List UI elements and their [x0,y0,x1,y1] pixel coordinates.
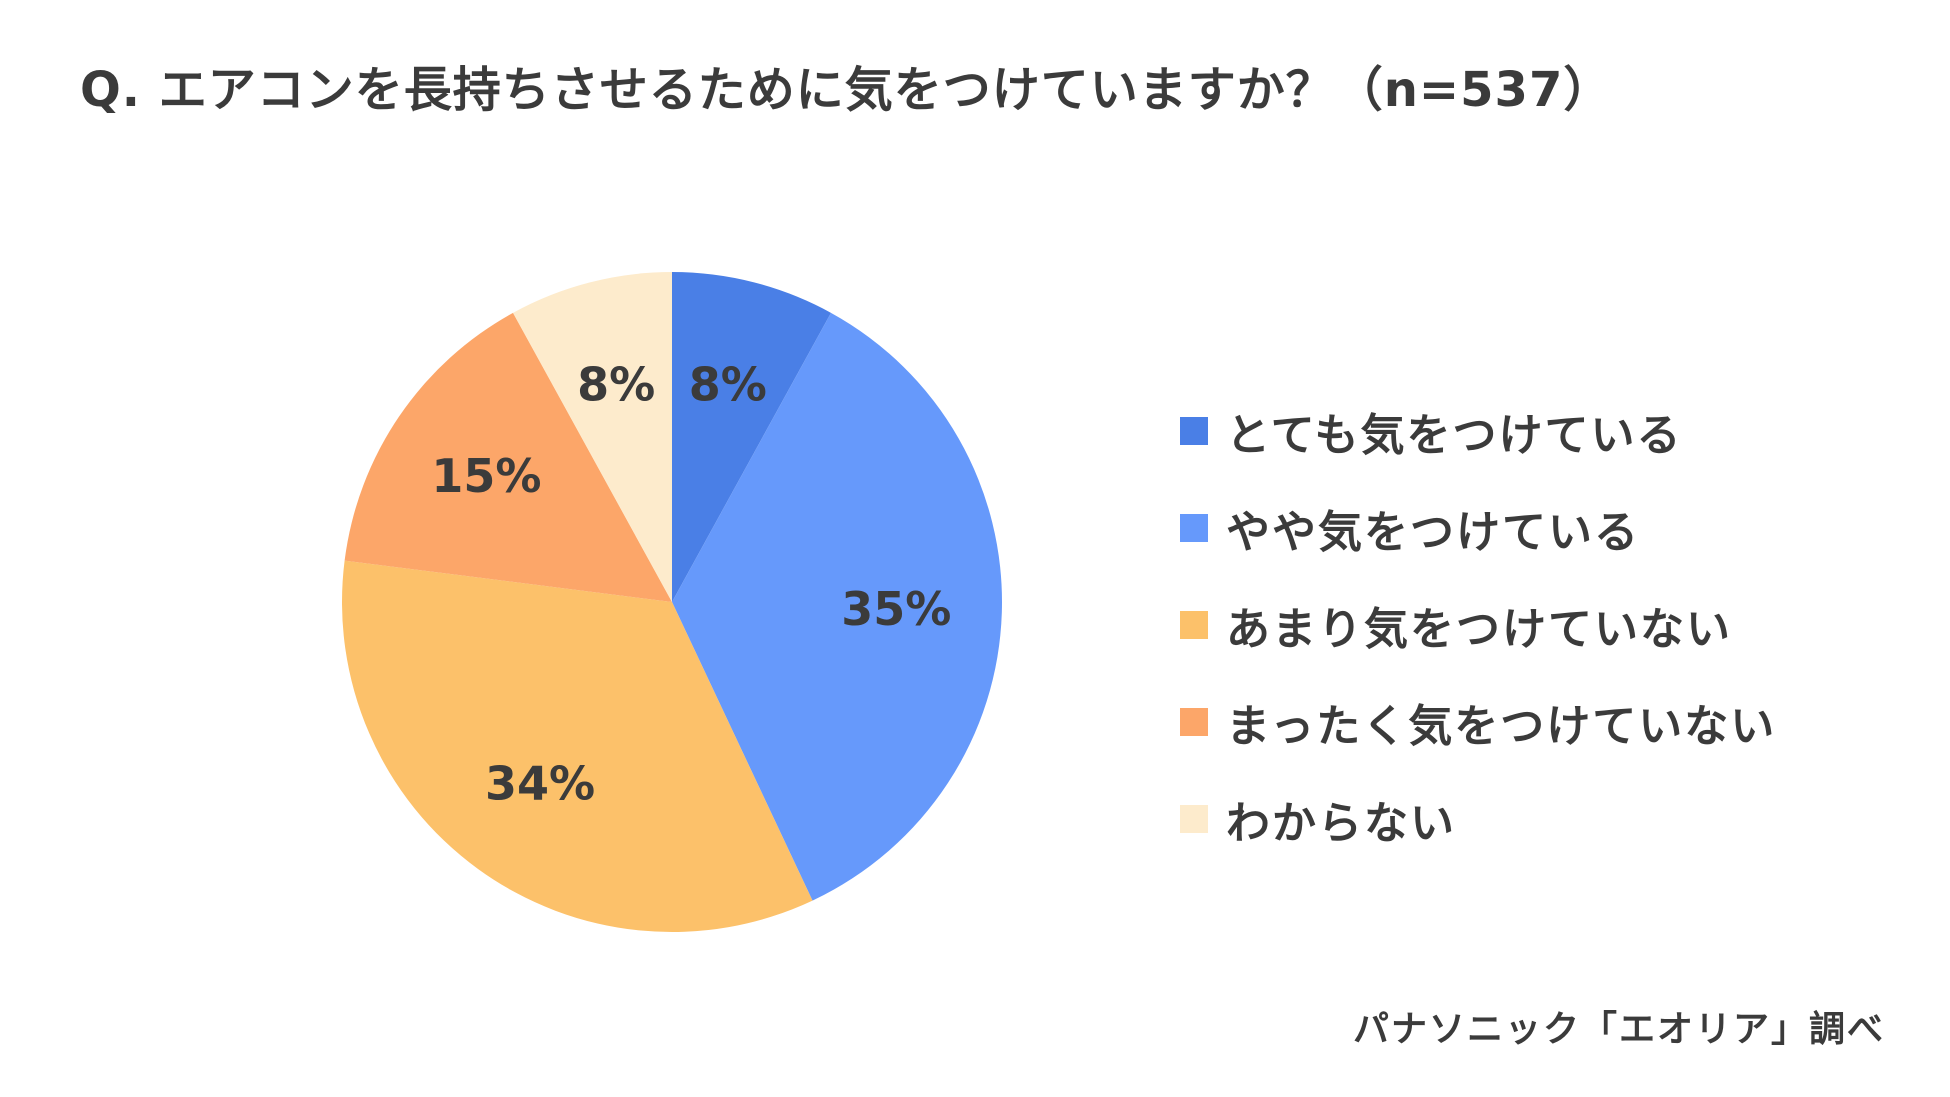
pie-data-label-not-careful-at-all: 15% [431,449,541,503]
legend-label: とても気をつけている [1226,409,1683,461]
chart-title: Q. エアコンを長持ちさせるために気をつけていますか？（n=537） [80,62,1613,118]
legend-label: あまり気をつけていない [1226,603,1732,655]
pie-data-label-somewhat-careful: 35% [841,582,951,636]
legend-item-not-very-careful: あまり気をつけていない [1180,576,1776,673]
pie-data-label-dont-know: 8% [577,358,655,412]
pie-slice-very-careful [672,272,831,602]
legend-label: まったく気をつけていない [1226,700,1777,752]
legend-label: わからない [1226,797,1456,849]
legend-swatch [1180,804,1208,833]
pie-slice-dont-know [513,272,672,602]
legend-item-very-careful: とても気をつけている [1180,382,1776,479]
pie-data-label-very-careful: 8% [689,358,767,412]
pie-data-label-not-very-careful: 34% [485,757,595,811]
pie-labels: 8% 35% 34% 15% 8% [431,358,951,811]
pie-slice-somewhat-careful [672,312,1002,901]
source-note: パナソニック「エオリア」調べ [1352,1009,1885,1050]
legend-swatch [1180,707,1208,736]
legend-label: やや気をつけている [1226,506,1640,558]
legend-item-not-careful-at-all: まったく気をつけていない [1180,673,1776,770]
legend-item-somewhat-careful: やや気をつけている [1180,479,1776,576]
legend-swatch [1180,416,1208,445]
pie-slice-not-very-careful [341,560,813,932]
legend-swatch [1180,610,1208,639]
legend-item-dont-know: わからない [1180,770,1776,867]
pie-slice-not-careful-at-all [344,312,672,602]
legend: とても気をつけている やや気をつけている あまり気をつけていない まったく気をつ… [1180,382,1776,867]
legend-swatch [1180,513,1208,542]
pie-slices [341,272,1002,932]
